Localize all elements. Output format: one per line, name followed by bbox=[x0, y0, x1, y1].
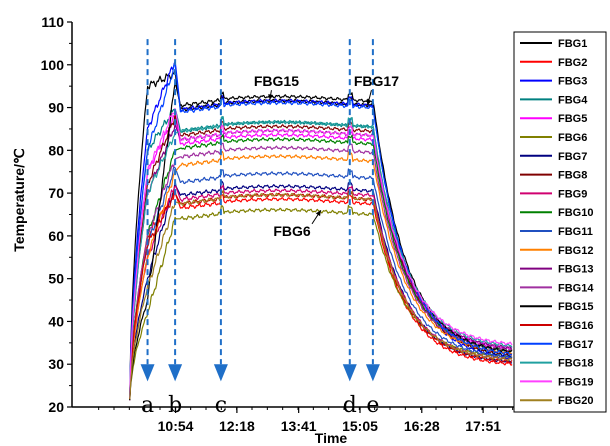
legend-label-fbg2: FBG2 bbox=[558, 57, 587, 69]
series-line-fbg17 bbox=[129, 63, 513, 398]
annotation-arrow-head bbox=[268, 94, 274, 100]
y-axis-title: Temperature/℃ bbox=[11, 148, 27, 252]
series-line-fbg11 bbox=[129, 166, 513, 398]
annotation-fbg15: FBG15 bbox=[254, 73, 299, 89]
x-tick-label: 12:18 bbox=[219, 418, 255, 434]
legend-label-fbg13: FBG13 bbox=[558, 264, 593, 276]
y-tick-label: 110 bbox=[41, 14, 64, 30]
legend-label-fbg19: FBG19 bbox=[558, 376, 593, 388]
event-label-b: b bbox=[168, 393, 182, 418]
series-line-fbg6 bbox=[129, 204, 513, 397]
annotation-arrow-head bbox=[315, 210, 321, 217]
axes: 20 30 40 50 60 70 80 90 100 110 10:54 12:18 13:41 15:… bbox=[41, 14, 602, 434]
legend-label-fbg7: FBG7 bbox=[558, 151, 587, 163]
x-tick-label: 13:41 bbox=[281, 418, 317, 434]
series-line-fbg19 bbox=[129, 108, 513, 399]
event-label-d: d bbox=[343, 393, 357, 418]
y-tick-label: 60 bbox=[48, 228, 64, 244]
y-tick-label: 70 bbox=[48, 185, 64, 201]
y-tick-label: 20 bbox=[48, 399, 64, 415]
y-tick-label: 90 bbox=[48, 100, 64, 116]
series-line-fbg9 bbox=[129, 184, 513, 401]
y-tick-label: 40 bbox=[48, 313, 64, 329]
y-tick-label: 80 bbox=[48, 142, 64, 158]
event-arrow-d bbox=[342, 364, 357, 382]
legend-label-fbg10: FBG10 bbox=[558, 207, 593, 219]
series-line-fbg20 bbox=[129, 190, 513, 400]
x-tick-label: 10:54 bbox=[158, 418, 194, 434]
legend-label-fbg15: FBG15 bbox=[558, 301, 593, 313]
x-tick-label: 15:05 bbox=[342, 418, 378, 434]
series-line-fbg5 bbox=[129, 115, 513, 399]
y-tick-label: 30 bbox=[48, 356, 64, 372]
y-tick-label: 100 bbox=[41, 57, 65, 73]
series-line-fbg13 bbox=[129, 122, 513, 398]
legend-label-fbg11: FBG11 bbox=[558, 226, 593, 238]
legend-label-fbg12: FBG12 bbox=[558, 245, 593, 257]
legend-label-fbg18: FBG18 bbox=[558, 358, 593, 370]
legend-label-fbg1: FBG1 bbox=[558, 38, 587, 50]
event-label-a: a bbox=[141, 393, 154, 418]
legend-label-fbg14: FBG14 bbox=[558, 282, 594, 294]
annotations: FBG15 FBG17 FBG6 bbox=[254, 73, 399, 239]
annotation-fbg6: FBG6 bbox=[273, 223, 311, 239]
series-line-fbg10 bbox=[129, 134, 513, 401]
series-line-fbg4 bbox=[129, 108, 513, 401]
series-line-fbg16 bbox=[129, 190, 513, 400]
legend-box bbox=[513, 31, 607, 413]
event-arrow-a bbox=[140, 364, 155, 382]
series-line-fbg12 bbox=[129, 150, 513, 397]
legend-label-fbg3: FBG3 bbox=[558, 76, 587, 88]
event-arrow-e bbox=[365, 364, 380, 382]
event-label-e: e bbox=[366, 393, 379, 418]
annotation-arrow-head bbox=[366, 99, 372, 106]
legend-label-fbg8: FBG8 bbox=[558, 170, 587, 182]
legend-label-fbg5: FBG5 bbox=[558, 113, 587, 125]
event-arrow-b bbox=[168, 364, 183, 382]
legend-label-fbg17: FBG17 bbox=[558, 339, 593, 351]
x-axis-title: Time bbox=[315, 430, 348, 446]
legend-label-fbg20: FBG20 bbox=[558, 395, 593, 407]
legend-label-fbg9: FBG9 bbox=[558, 188, 587, 200]
series-line-fbg7 bbox=[129, 180, 513, 397]
event-arrow-c bbox=[213, 364, 228, 382]
series-lines bbox=[129, 60, 513, 401]
annotation-fbg17: FBG17 bbox=[354, 73, 399, 89]
legend-label-fbg4: FBG4 bbox=[558, 94, 588, 106]
legend-label-fbg6: FBG6 bbox=[558, 132, 587, 144]
y-tick-label: 50 bbox=[48, 271, 64, 287]
series-line-fbg2 bbox=[129, 189, 513, 398]
legend: FBG1 FBG2 FBG3 FBG4 FBG5 FBG6 FBG7 FBG8 FBG9 FBG1… bbox=[513, 31, 607, 413]
legend-label-fbg16: FBG16 bbox=[558, 320, 593, 332]
event-label-c: c bbox=[215, 393, 227, 418]
x-tick-label: 16:28 bbox=[404, 418, 440, 434]
series-line-fbg15 bbox=[129, 82, 513, 401]
x-tick-label: 17:51 bbox=[465, 418, 501, 434]
series-line-fbg18 bbox=[129, 116, 513, 398]
